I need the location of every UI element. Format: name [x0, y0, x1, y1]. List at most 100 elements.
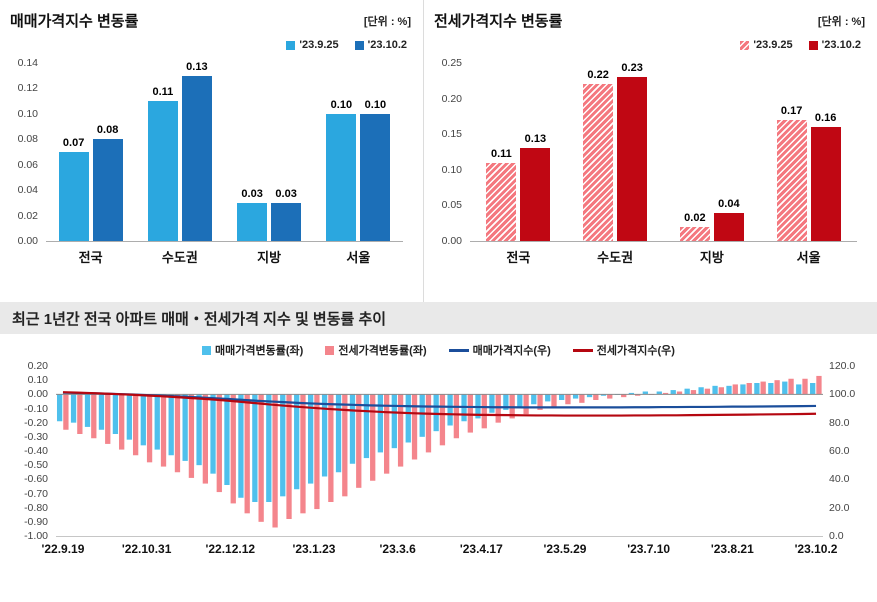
- bar-value-label: 0.07: [62, 137, 85, 149]
- sales-panel-header: 매매가격지수 변동률 [단위 : %]: [10, 10, 411, 31]
- combo-bar-series-2: [704, 388, 711, 395]
- right-axis-tick-label: 20.0: [829, 501, 850, 514]
- combo-bar-series-1: [154, 394, 160, 450]
- combo-bar-series-2: [286, 394, 292, 519]
- combo-bar-series-1: [726, 385, 732, 395]
- combo-bar-series-2: [91, 394, 97, 439]
- sales-price-panel: 매매가격지수 변동률 [단위 : %] '23.9.25 '23.10.2 0.1…: [0, 0, 423, 302]
- left-axis-tick-label: 0.20: [27, 360, 48, 372]
- bar-series-2: [271, 202, 302, 241]
- x-axis-tick-label: '23.5.29: [543, 542, 587, 556]
- left-axis-tick-label: -0.80: [24, 501, 48, 514]
- x-axis-tick-label: '23.7.10: [627, 542, 671, 556]
- category-label: 서울: [346, 250, 371, 265]
- combo-bar-series-1: [294, 394, 300, 490]
- bar-series-2: [181, 75, 212, 241]
- combo-bar-series-1: [796, 384, 802, 395]
- y-axis-tick-label: 0.15: [441, 128, 462, 141]
- combo-bar-series-1: [531, 394, 537, 405]
- combo-bar-series-2: [77, 394, 83, 434]
- y-axis-tick-label: 0.00: [441, 235, 462, 247]
- legend-item: '23.9.25: [286, 39, 339, 51]
- combo-bar-series-2: [314, 394, 320, 510]
- combo-bar-series-2: [202, 394, 209, 484]
- left-axis-tick-label: -0.40: [24, 445, 48, 457]
- combo-bar-series-2: [802, 378, 808, 395]
- left-axis-tick-label: -1.00: [24, 530, 48, 542]
- bar-series-2: [617, 77, 648, 241]
- combo-bar-series-1: [517, 394, 523, 408]
- combo-bar-series-1: [112, 394, 119, 434]
- left-axis-tick-label: -0.70: [24, 487, 48, 500]
- combo-bar-series-2: [244, 394, 250, 514]
- left-axis-tick-label: -0.60: [24, 473, 48, 486]
- legend-item: 매매가격변동률(좌): [202, 342, 303, 358]
- combo-line-series-2: [62, 391, 817, 417]
- legend-label: '23.9.25: [753, 39, 793, 51]
- sales-bar-chart: 0.14 0.12 0.10 0.08 0.06 0.04 0.02 0.00 0.07 0.08…: [10, 55, 411, 289]
- y-axis-tick-label: 0.05: [441, 199, 462, 212]
- bar-value-label: 0.10: [364, 98, 387, 111]
- combo-bar-series-2: [718, 387, 724, 395]
- bar-series-2: [360, 113, 391, 241]
- right-axis-tick-label: 80.0: [829, 416, 850, 429]
- combo-bar-series-1: [754, 383, 760, 395]
- bar-value-label: 0.03: [275, 187, 297, 200]
- combo-bar-series-2: [551, 394, 557, 408]
- left-axis-tick-label: -0.90: [24, 515, 48, 528]
- combo-bar-series-1: [335, 394, 342, 473]
- combo-bar-series-2: [174, 394, 181, 473]
- legend-item: 전세가격변동률(좌): [325, 342, 427, 358]
- combo-bar-series-2: [481, 394, 487, 429]
- category-label: 수도권: [161, 250, 198, 265]
- category-label: 지방: [699, 250, 724, 265]
- bar-value-label: 0.03: [241, 187, 263, 200]
- y-axis-tick-label: 0.12: [17, 82, 38, 95]
- plot-area: 0.11 0.13 0.22 0.23 0.02 0.04 0.17 0.16: [470, 62, 857, 242]
- combo-bar-series-1: [70, 394, 77, 423]
- legend-label: '23.10.2: [821, 39, 861, 51]
- combo-bar-series-2: [662, 392, 669, 395]
- combo-bar-series-1: [210, 394, 216, 474]
- combo-bar-series-1: [586, 394, 593, 398]
- combo-bar-series-2: [230, 394, 236, 504]
- plot-area: 0.07 0.08 0.11 0.13 0.03 0.03 0.10 0.10: [46, 61, 403, 242]
- combo-bar-series-1: [266, 394, 272, 502]
- left-axis-tick-label: -0.30: [24, 430, 48, 443]
- combo-bar-series-1: [252, 394, 258, 502]
- combo-bar-series-1: [377, 394, 384, 453]
- legend-label: '23.10.2: [367, 39, 407, 51]
- bar-series-2: [92, 139, 123, 241]
- combo-bar-series-1: [740, 384, 746, 395]
- left-axis-tick-label: -0.20: [24, 416, 48, 429]
- y-axis-tick-label: 0.25: [441, 57, 462, 69]
- legend-item: 전세가격지수(우): [572, 342, 675, 358]
- x-axis-tick-label: '23.3.6: [379, 542, 416, 556]
- legend-label: 매매가격지수(우): [472, 345, 551, 357]
- jeonse-bar-chart: 0.25 0.20 0.15 0.10 0.05 0.00 0.11 0.13 0.22 0.23…: [434, 55, 865, 289]
- combo-bar-series-1: [405, 394, 411, 443]
- bar-value-label: 0.11: [152, 86, 174, 99]
- combo-bar-series-1: [280, 394, 286, 497]
- section-title-bar: 최근 1년간 전국 아파트 매매・전세가격 지수 및 변동률 추이: [0, 302, 877, 334]
- bar-value-label: 0.17: [780, 104, 803, 117]
- legend-item: '23.10.2: [808, 39, 861, 51]
- combo-bar-series-2: [495, 394, 501, 423]
- combo-bar-series-1: [98, 394, 105, 430]
- combo-bar-series-2: [607, 394, 613, 399]
- combo-bar-series-2: [816, 375, 822, 395]
- combo-bar-series-1: [642, 391, 648, 395]
- legend-item: '23.10.2: [354, 39, 407, 51]
- combo-bar-series-2: [342, 394, 348, 497]
- x-axis-tick-label: '22.10.31: [121, 542, 172, 556]
- combo-bar-series-2: [732, 384, 738, 395]
- combo-bar-series-1: [182, 394, 188, 461]
- combo-bar-series-1: [307, 394, 314, 484]
- combo-bar-series-1: [224, 394, 230, 485]
- combo-bar-series-2: [328, 394, 334, 502]
- combo-bar-series-2: [537, 394, 543, 410]
- combo-bar-series-2: [258, 394, 264, 522]
- combo-bar-series-1: [168, 394, 174, 456]
- combo-bar-series-2: [467, 394, 473, 433]
